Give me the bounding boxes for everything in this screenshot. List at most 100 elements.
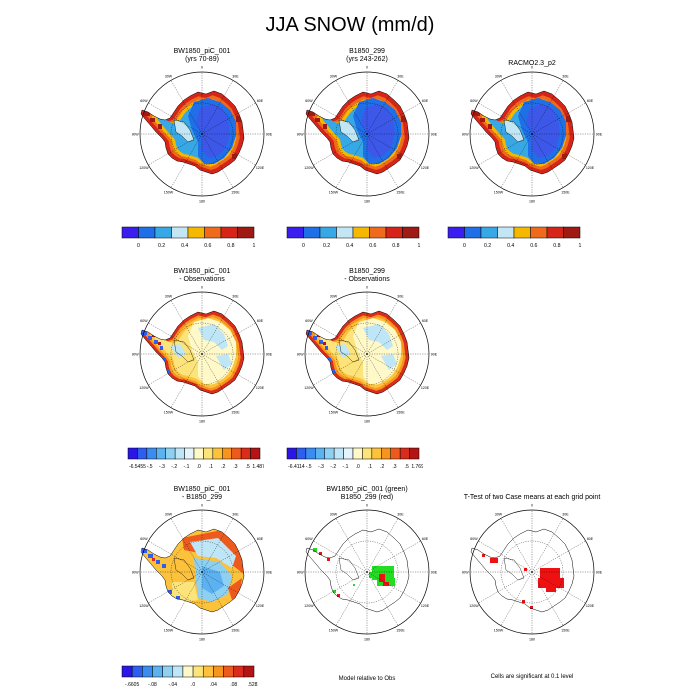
- grid-cell-block: [488, 124, 492, 129]
- longitude-label: 30W: [495, 74, 503, 78]
- grid-cell-block: [236, 116, 241, 122]
- meridian-line: [531, 102, 586, 135]
- grid-cell-block: [162, 564, 166, 568]
- colorbar-tick-label: 0.8: [553, 243, 560, 249]
- meridian-line: [500, 571, 533, 626]
- longitude-label: 120W: [304, 386, 314, 390]
- panel-title-line: B1850_299 (red): [340, 494, 394, 501]
- grid-cell-block: [327, 558, 330, 561]
- longitude-label: 30W: [330, 74, 338, 78]
- map-border: [304, 71, 430, 197]
- colorbar-swatch: [336, 226, 354, 239]
- coastline: [140, 528, 245, 613]
- colorbar-p1: 0 0.2 0.4 0.6 0.8 1: [121, 226, 256, 249]
- colorbar-swatch: [390, 447, 401, 460]
- longitude-label: 60E: [257, 99, 264, 103]
- map-border: [139, 291, 265, 417]
- longitude-label: 150W: [164, 191, 174, 195]
- meridian-line: [531, 518, 564, 573]
- longitude-label: 150W: [494, 191, 504, 195]
- ice-shelf-outline: [503, 119, 525, 143]
- longitude-label: 90W: [132, 353, 139, 357]
- graticule: 0 30E 60E 90E 120E 150E 180 150W 120W 90W 60W 30W: [132, 286, 272, 424]
- colorbar-swatch: [171, 226, 189, 239]
- longitude-label: 60E: [422, 99, 429, 103]
- grid-cell-block: [148, 554, 153, 558]
- grid-cell-block: [562, 154, 567, 159]
- grid-cell-block: [156, 560, 160, 564]
- longitude-label: 30E: [232, 74, 239, 78]
- longitude-label: 90E: [596, 133, 602, 137]
- longitude-label: 0: [531, 504, 533, 508]
- colorbar-tick-label: 0.2: [484, 243, 491, 249]
- coastline: [140, 90, 245, 175]
- grid-cell-block: [383, 582, 389, 586]
- colorbar-tick-label: .2: [380, 464, 384, 470]
- longitude-label: 150E: [561, 629, 570, 633]
- graticule: 0 30E 60E 90E 120E 150E 180 150W 120W 90W 60W 30W: [297, 66, 437, 204]
- longitude-label: 120W: [304, 166, 314, 170]
- meridian-line: [531, 80, 564, 135]
- meridian-line: [366, 353, 421, 386]
- panel-title-line: - B1850_299: [181, 494, 223, 501]
- polar-map-p1: 0 30E 60E 90E 120E 150E 180 150W 120W 90W 60W 30W: [132, 66, 272, 204]
- coastline: [470, 90, 575, 175]
- meridian-line: [201, 133, 234, 188]
- colorbar-swatch: [286, 447, 297, 460]
- colorbar-swatch: [240, 447, 251, 460]
- grid-cell-block: [319, 552, 322, 555]
- meridian-line: [313, 353, 368, 386]
- meridian-line: [531, 540, 586, 573]
- latitude-circle: [500, 540, 564, 604]
- colorbar-tick-label: -.2: [171, 464, 177, 470]
- field-core: [361, 104, 395, 158]
- meridian-line: [201, 518, 234, 573]
- longitude-label: 30E: [397, 294, 404, 298]
- grid-cell-block: [154, 340, 158, 344]
- longitude-label: 150W: [329, 411, 339, 415]
- meridian-line: [201, 322, 256, 355]
- panel-title-p2: B1850_299 (yrs 243-262): [287, 48, 447, 64]
- colorbar-swatch: [192, 665, 204, 678]
- colorbar-swatch: [385, 226, 403, 239]
- meridian-line: [313, 102, 368, 135]
- colorbar-tick-label: .1: [209, 464, 213, 470]
- colorbar-tick-label: -.1: [184, 464, 190, 470]
- colorbar-swatch: [513, 226, 531, 239]
- field-patch: [170, 344, 186, 358]
- longitude-label: 150E: [231, 411, 240, 415]
- grid-cell-block: [325, 346, 328, 350]
- colorbar-swatch: [546, 226, 564, 239]
- polar-map-p5: 0 30E 60E 90E 120E 150E 180 150W 120W 90W 60W 30W: [297, 286, 437, 424]
- colorbar-tick-label: 1: [579, 243, 582, 249]
- colorbar-swatch: [563, 226, 581, 239]
- longitude-label: 30W: [165, 294, 173, 298]
- colorbar-tick-label: 1: [418, 243, 421, 249]
- longitude-label: 120E: [421, 166, 430, 170]
- longitude-label: 0: [201, 286, 203, 290]
- field-patch: [202, 566, 224, 594]
- colorbar-tick-label: -.3: [159, 464, 165, 470]
- colorbar-p4: -6.5455-.5 -.3 -.2 -.1 .0 .1 .2 .3 .51.4871: [127, 447, 264, 470]
- polar-map-p7: 0 30E 60E 90E 120E 150E 180 150W 120W 90W 60W 30W: [297, 504, 437, 642]
- colorbar-swatch: [156, 447, 166, 460]
- longitude-label: 180: [199, 638, 205, 642]
- longitude-label: 30W: [165, 74, 173, 78]
- longitude-label: 150E: [231, 191, 240, 195]
- longitude-label: 180: [529, 638, 535, 642]
- panel-title-line: BW1850_piC_001 (green): [326, 486, 408, 493]
- longitude-label: 90E: [431, 353, 437, 357]
- longitude-label: 30W: [495, 512, 503, 516]
- panel-title-p4: BW1850_piC_001 - Observations: [122, 268, 282, 284]
- latitude-circle: [170, 540, 234, 604]
- colorbar-tick-label: .0: [197, 464, 201, 470]
- field-shelf: [504, 120, 524, 142]
- colorbar-tick-label: .5: [246, 464, 250, 470]
- colorbar-swatch: [220, 226, 238, 239]
- panel-title-line: BW1850_piC_001: [173, 486, 231, 493]
- grid-cell-block: [331, 370, 335, 374]
- colorbar-swatch: [127, 447, 138, 460]
- meridian-line: [366, 80, 399, 135]
- meridian-line: [170, 133, 203, 188]
